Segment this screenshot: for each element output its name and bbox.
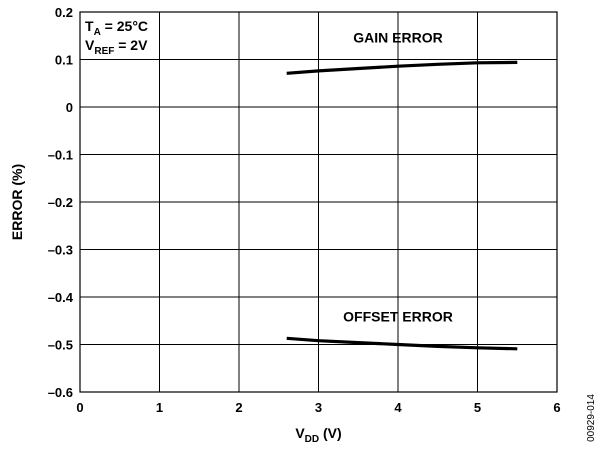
grid (79, 11, 558, 393)
y-tick-label: –0.5 (48, 338, 73, 353)
x-tick-label: 3 (315, 400, 322, 415)
y-tick-label: –0.3 (48, 243, 73, 258)
y-tick-label: 0.1 (55, 53, 73, 68)
figure-id: 00929-014 (586, 394, 597, 442)
x-axis-label-main: V (295, 425, 305, 441)
y-axis-label: ERROR (%) (9, 164, 25, 240)
y-tick-label: –0.4 (48, 290, 74, 305)
x-axis-label-unit: (V) (319, 425, 342, 441)
condition-vref-sub: REF (94, 46, 114, 57)
gain-error-label: GAIN ERROR (353, 29, 442, 45)
series (286, 60, 518, 351)
condition-ta-rest: = 25°C (101, 18, 148, 34)
y-tick-label: –0.6 (48, 385, 73, 400)
x-tick-label: 5 (474, 400, 481, 415)
x-axis-label: VDD (V) (295, 425, 341, 445)
tick-labels: 0 1 2 3 4 5 6 0.2 0.1 0 –0.1 –0.2 –0.3 –0.4 –0.5 –0.6 (48, 5, 561, 415)
x-tick-label: 2 (235, 400, 242, 415)
offset-error-label: OFFSET ERROR (343, 309, 453, 325)
x-tick-label: 4 (394, 400, 402, 415)
y-tick-label: 0 (66, 100, 73, 115)
y-tick-label: –0.1 (48, 148, 73, 163)
condition-ta-main: T (85, 18, 94, 34)
x-tick-label: 1 (156, 400, 163, 415)
y-tick-label: –0.2 (48, 195, 73, 210)
x-axis-label-sub: DD (305, 434, 319, 445)
y-tick-label: 0.2 (55, 5, 73, 20)
offset-error-line (286, 336, 518, 351)
gain-error-line (286, 60, 518, 75)
x-tick-label: 0 (76, 400, 83, 415)
condition-ta: TA = 25°C (85, 18, 148, 38)
condition-vref-main: V (85, 37, 95, 53)
condition-vref: VREF = 2V (85, 37, 148, 57)
condition-ta-sub: A (94, 27, 101, 38)
condition-vref-rest: = 2V (114, 37, 148, 53)
plot-frame (79, 11, 558, 393)
x-tick-label: 6 (553, 400, 560, 415)
